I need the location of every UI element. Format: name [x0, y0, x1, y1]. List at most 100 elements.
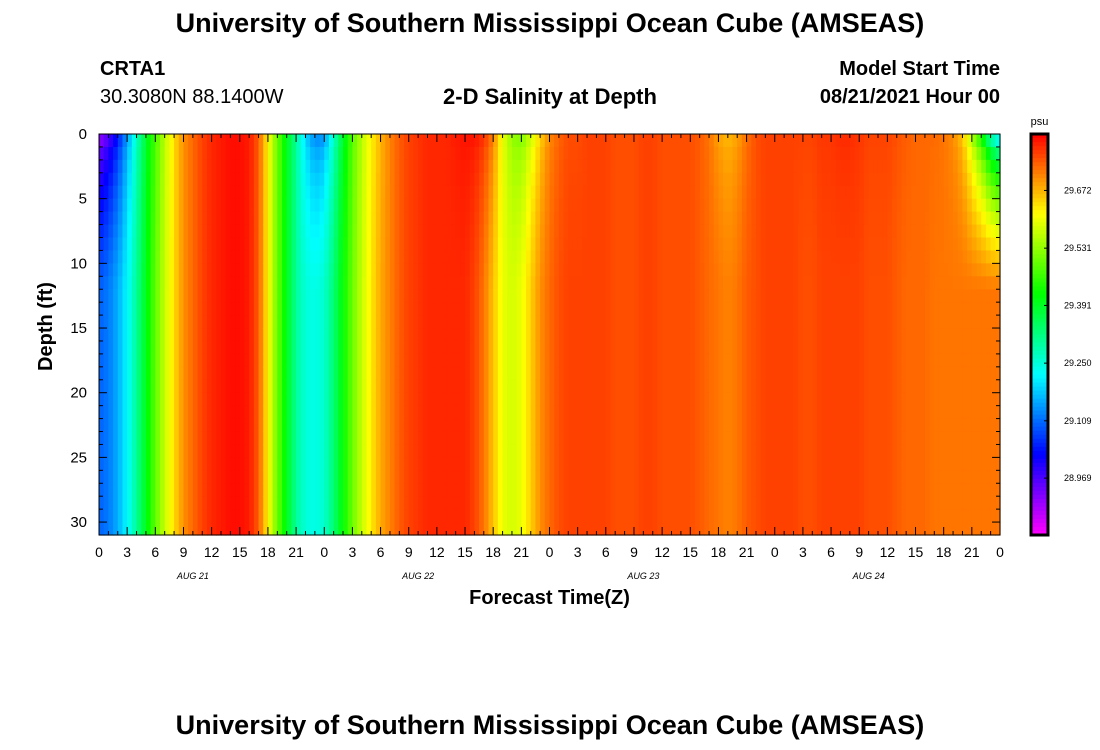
heatmap-cell [582, 172, 588, 187]
heatmap-cell [713, 444, 720, 458]
heatmap-cell [314, 224, 321, 239]
heatmap-cell [727, 185, 734, 200]
heatmap-cell [577, 289, 583, 303]
heatmap-cell [469, 340, 476, 355]
heatmap-cell [507, 211, 513, 226]
heatmap-cell [582, 470, 588, 484]
heatmap-cell [662, 211, 668, 226]
heatmap-cell [648, 418, 654, 433]
heatmap-cell [225, 457, 231, 471]
heatmap-cell [469, 224, 476, 239]
heatmap-cell [380, 159, 386, 174]
heatmap-cell [774, 224, 781, 239]
heatmap-cell [389, 289, 396, 303]
heatmap-cell [530, 379, 537, 394]
heatmap-cell [160, 431, 166, 446]
heatmap-cell [122, 198, 128, 213]
heatmap-cell [713, 392, 720, 407]
heatmap-cell [253, 366, 260, 381]
heatmap-cell [582, 263, 588, 277]
heatmap-cell [103, 509, 109, 523]
heatmap-cell [737, 159, 743, 174]
heatmap-cell [394, 159, 400, 174]
heatmap-cell [619, 483, 626, 497]
heatmap-cell [507, 444, 513, 458]
heatmap-cell [178, 224, 185, 239]
heatmap-cell [835, 185, 842, 200]
heatmap-cell [713, 496, 720, 510]
heatmap-cell [244, 353, 250, 368]
heatmap-cell [521, 134, 527, 148]
heatmap-cell [704, 315, 710, 329]
heatmap-cell [450, 509, 457, 523]
heatmap-cell [380, 172, 386, 187]
heatmap-cell [526, 263, 532, 277]
heatmap-cell [723, 353, 729, 368]
heatmap-cell [633, 315, 640, 329]
heatmap-cell [479, 276, 485, 290]
heatmap-cell [253, 276, 260, 290]
heatmap-cell [375, 366, 382, 381]
heatmap-cell [136, 418, 142, 433]
heatmap-cell [296, 509, 302, 523]
heatmap-cell [816, 185, 823, 200]
heatmap-cell [310, 237, 316, 252]
heatmap-cell [235, 509, 241, 523]
heatmap-cell [770, 263, 776, 277]
heatmap-cell [310, 263, 316, 277]
heatmap-cell [117, 444, 124, 458]
heatmap-cell [657, 353, 663, 368]
heatmap-cell [648, 146, 654, 161]
heatmap-cell [225, 470, 231, 484]
heatmap-cell [343, 289, 349, 303]
heatmap-cell [671, 211, 677, 226]
heatmap-cell [361, 250, 368, 264]
heatmap-cell [103, 263, 109, 277]
heatmap-cell [680, 185, 687, 200]
heatmap-cell [671, 302, 677, 316]
heatmap-cell [113, 146, 119, 161]
heatmap-cell [633, 470, 640, 484]
heatmap-cell [507, 315, 513, 329]
heatmap-cell [652, 146, 659, 161]
heatmap-cell [465, 302, 471, 316]
heatmap-cell [141, 224, 147, 239]
heatmap-cell [450, 289, 457, 303]
heatmap-cell [375, 198, 382, 213]
heatmap-cell [826, 263, 832, 277]
heatmap-cell [488, 418, 494, 433]
heatmap-cell [699, 276, 705, 290]
heatmap-cell [788, 496, 795, 510]
heatmap-cell [131, 159, 138, 174]
heatmap-cell [840, 211, 846, 226]
heatmap-cell [474, 392, 480, 407]
heatmap-cell [239, 522, 246, 536]
heatmap-cell [404, 392, 410, 407]
heatmap-cell [845, 172, 851, 187]
heatmap-cell [131, 392, 138, 407]
heatmap-cell [666, 211, 673, 226]
heatmap-cell [549, 457, 555, 471]
heatmap-cell [826, 198, 832, 213]
heatmap-cell [577, 522, 583, 536]
heatmap-cell [282, 457, 288, 471]
heatmap-cell [812, 237, 818, 252]
heatmap-cell [690, 392, 696, 407]
heatmap-cell [131, 172, 138, 187]
heatmap-cell [169, 172, 175, 187]
heatmap-cell [680, 522, 687, 536]
heatmap-cell [694, 211, 701, 226]
heatmap-cell [263, 185, 269, 200]
heatmap-cell [296, 522, 302, 536]
heatmap-cell [352, 366, 358, 381]
heatmap-cell [258, 237, 264, 252]
heatmap-cell [530, 211, 537, 226]
heatmap-cell [624, 392, 630, 407]
heatmap-cell [774, 353, 781, 368]
heatmap-cell [502, 185, 508, 200]
heatmap-cell [267, 315, 274, 329]
heatmap-cell [408, 289, 415, 303]
heatmap-cell [751, 250, 757, 264]
heatmap-cell [296, 302, 302, 316]
heatmap-cell [535, 224, 541, 239]
